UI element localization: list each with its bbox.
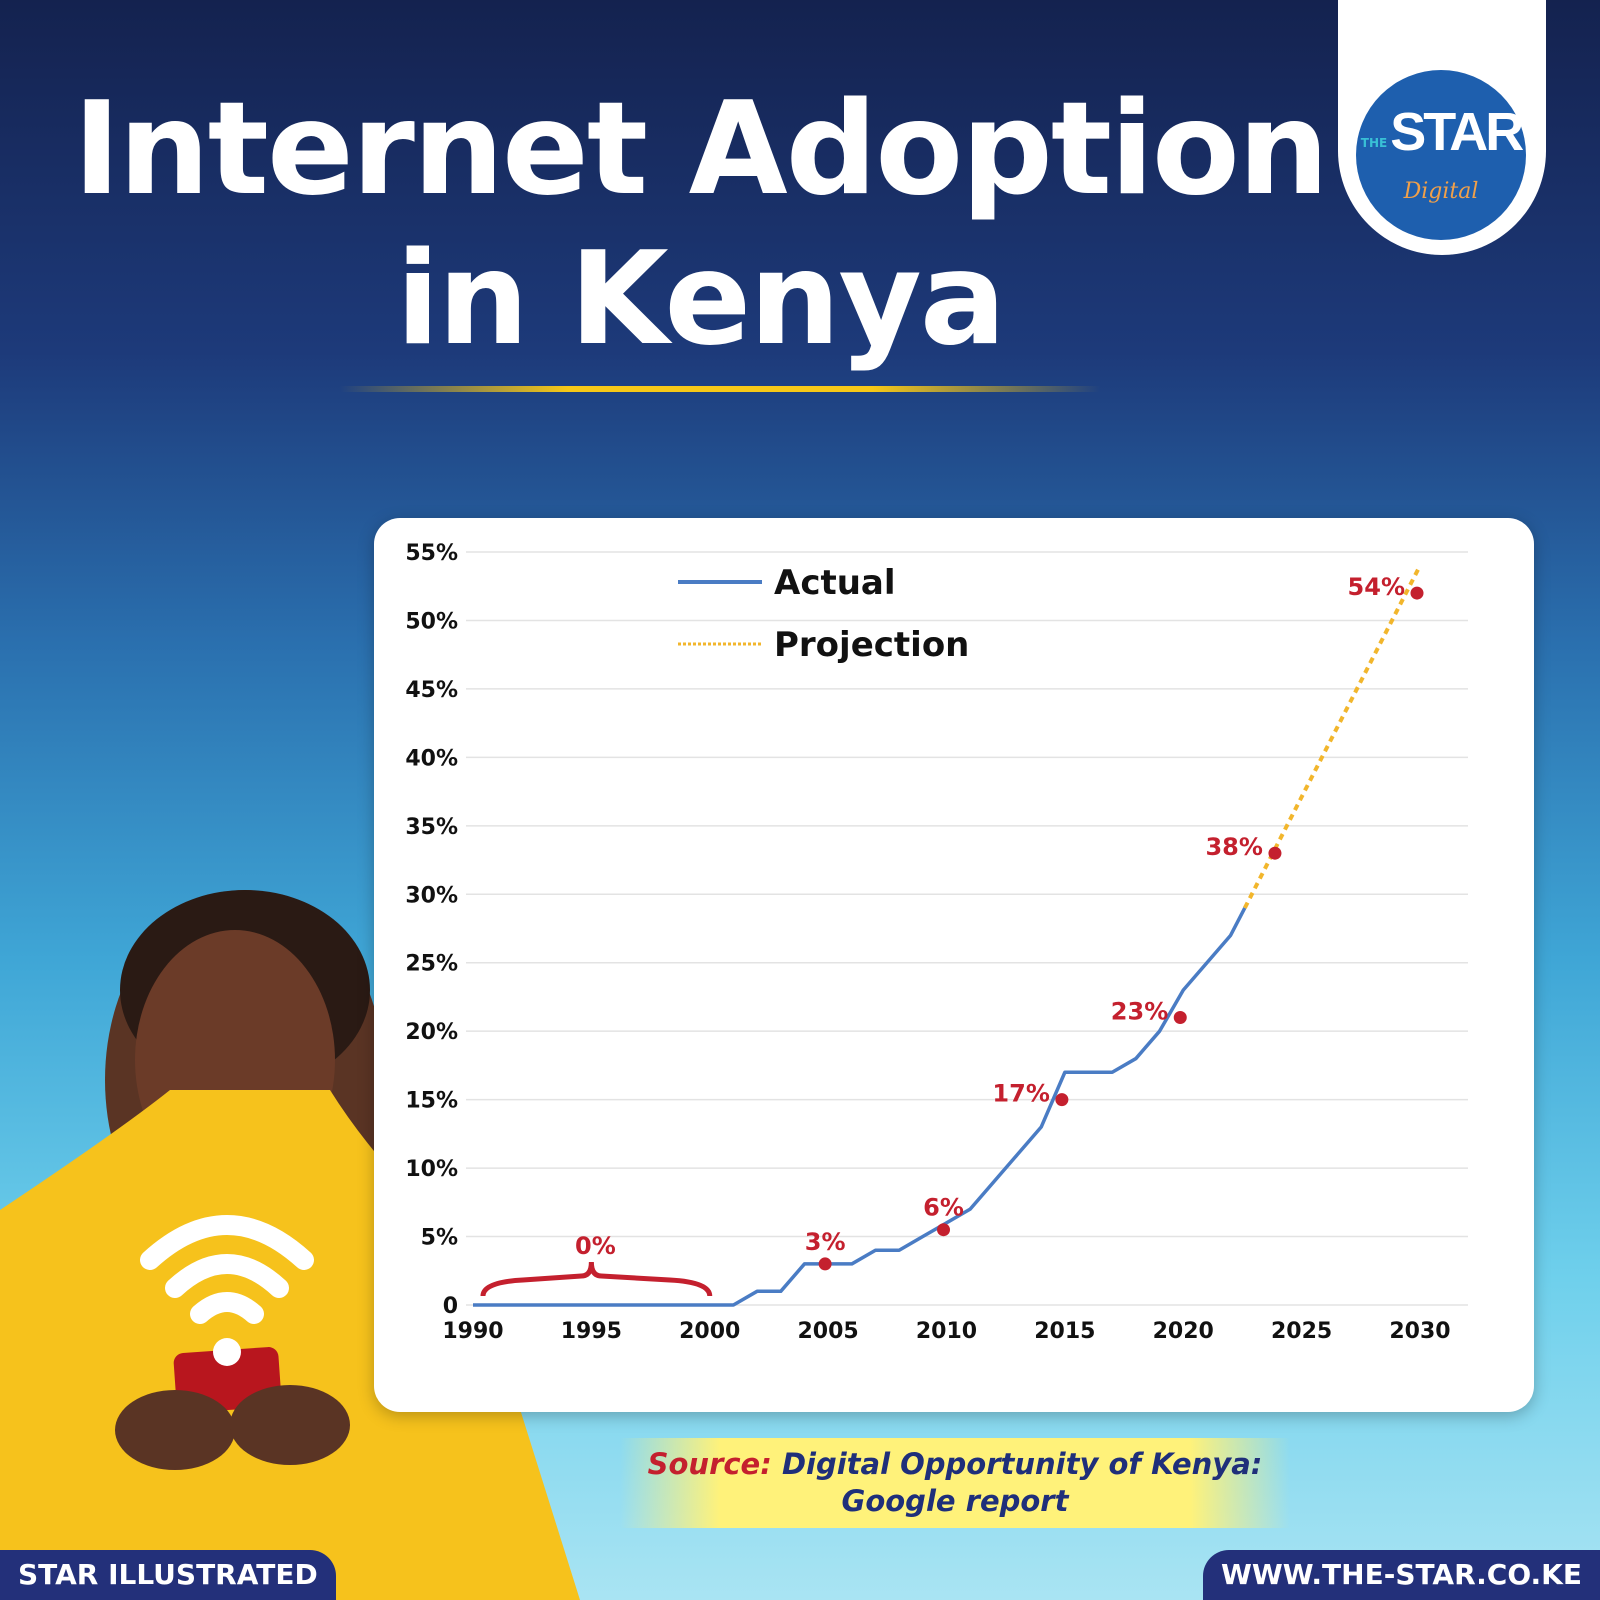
source-text-1: Digital Opportunity of Kenya: — [781, 1447, 1263, 1481]
title-line-2: in Kenya — [395, 225, 1006, 374]
data-point — [937, 1223, 950, 1237]
data-label: 3% — [805, 1228, 846, 1256]
series-line-actual — [473, 907, 1247, 1307]
logo-brand: STAR — [1390, 102, 1524, 162]
data-point — [818, 1257, 832, 1271]
star-digital-logo: THE STAR Digital — [1356, 70, 1526, 240]
logo-prefix: THE — [1360, 136, 1388, 150]
data-label: 17% — [992, 1080, 1049, 1108]
footer-website[interactable]: WWW.THE-STAR.CO.KE — [1203, 1550, 1600, 1600]
x-tick-label: 2005 — [798, 1319, 859, 1344]
y-tick-label: 35% — [405, 815, 458, 840]
series-line-projection — [1243, 564, 1422, 909]
wifi-icon — [140, 1215, 314, 1324]
y-tick-label: 10% — [405, 1157, 458, 1182]
data-point — [1268, 846, 1282, 860]
source-note: Source: Digital Opportunity of Kenya: Go… — [620, 1438, 1290, 1528]
x-tick-label: 2010 — [916, 1319, 977, 1344]
data-label: 54% — [1348, 573, 1405, 601]
title-divider — [340, 386, 1100, 392]
y-tick-label: 25% — [405, 952, 458, 977]
line-chart: 0 5% 10% 15% 20% 25% 30% 35% 40% 45% 50% 55% 1990 199… — [405, 541, 1468, 1344]
x-tick-label: 1995 — [561, 1319, 622, 1344]
source-text-2: Google report — [841, 1484, 1069, 1518]
logo-wordmark: THE STAR — [1356, 100, 1526, 164]
zero-brace — [480, 1261, 713, 1297]
data-label: 23% — [1111, 997, 1168, 1025]
y-tick-label: 50% — [405, 609, 458, 634]
data-point — [1055, 1093, 1069, 1107]
legend-label-actual: Actual — [774, 563, 896, 603]
legend-label-projection: Projection — [774, 625, 969, 665]
data-label: 38% — [1205, 833, 1262, 861]
data-label: 0% — [575, 1232, 616, 1260]
source-label: Source: — [647, 1447, 772, 1481]
y-tick-label: 15% — [405, 1089, 458, 1114]
y-tick-label: 30% — [405, 883, 458, 908]
title-line-1: Internet Adoption — [73, 75, 1329, 224]
y-tick-label: 0 — [443, 1294, 458, 1319]
y-tick-label: 40% — [405, 746, 458, 771]
data-point — [1410, 586, 1424, 600]
y-tick-label: 5% — [421, 1226, 458, 1251]
x-tick-label: 2015 — [1034, 1319, 1095, 1344]
footer-left: STAR ILLUSTRATED — [0, 1550, 336, 1600]
x-tick-label: 2020 — [1153, 1319, 1214, 1344]
data-point — [1173, 1010, 1187, 1024]
y-tick-label: 45% — [405, 678, 458, 703]
y-tick-label: 55% — [405, 541, 458, 566]
x-tick-label: 2000 — [679, 1319, 740, 1344]
chart-card: 0 5% 10% 15% 20% 25% 30% 35% 40% 45% 50% 55% 1990 199… — [374, 518, 1534, 1412]
x-tick-label: 1990 — [442, 1319, 503, 1344]
data-label: 6% — [923, 1194, 964, 1222]
y-tick-label: 20% — [405, 1020, 458, 1045]
logo-suffix: Digital — [1403, 179, 1479, 204]
x-tick-label: 2030 — [1389, 1319, 1450, 1344]
x-tick-label: 2025 — [1271, 1319, 1332, 1344]
